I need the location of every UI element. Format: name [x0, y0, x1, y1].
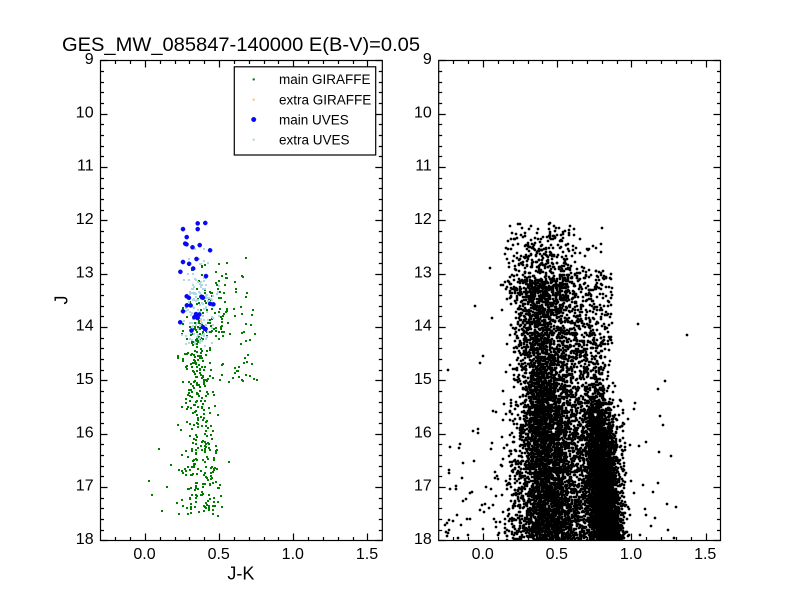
- svg-text:16: 16: [414, 424, 432, 441]
- svg-text:1.0: 1.0: [282, 546, 304, 563]
- svg-text:14: 14: [414, 318, 432, 335]
- svg-text:18: 18: [76, 531, 94, 548]
- svg-text:12: 12: [76, 211, 94, 228]
- svg-text:15: 15: [414, 371, 432, 388]
- svg-text:10: 10: [76, 104, 94, 121]
- svg-text:15: 15: [76, 371, 94, 388]
- svg-text:1.5: 1.5: [356, 546, 378, 563]
- svg-text:J-K: J-K: [227, 563, 254, 583]
- svg-text:9: 9: [85, 51, 94, 68]
- svg-text:18: 18: [414, 531, 432, 548]
- svg-text:0.0: 0.0: [133, 546, 155, 563]
- svg-text:17: 17: [76, 478, 94, 495]
- svg-text:13: 13: [414, 264, 432, 281]
- svg-text:11: 11: [77, 158, 94, 175]
- svg-text:13: 13: [76, 264, 94, 281]
- svg-text:0.0: 0.0: [472, 546, 494, 563]
- svg-text:main GIRAFFE: main GIRAFFE: [279, 72, 371, 87]
- svg-text:J: J: [51, 296, 71, 305]
- svg-text:main UVES: main UVES: [279, 112, 349, 127]
- svg-text:12: 12: [414, 211, 432, 228]
- svg-text:11: 11: [415, 158, 432, 175]
- svg-text:14: 14: [76, 318, 94, 335]
- svg-text:extra UVES: extra UVES: [279, 133, 350, 148]
- svg-text:1.0: 1.0: [620, 546, 642, 563]
- svg-text:GES_MW_085847-140000 E(B-V)=0.: GES_MW_085847-140000 E(B-V)=0.05: [62, 35, 420, 56]
- svg-text:10: 10: [414, 104, 432, 121]
- svg-text:17: 17: [414, 478, 432, 495]
- svg-text:16: 16: [76, 424, 94, 441]
- svg-text:1.5: 1.5: [694, 546, 716, 563]
- svg-text:0.5: 0.5: [208, 546, 230, 563]
- svg-text:9: 9: [423, 51, 432, 68]
- svg-text:0.5: 0.5: [546, 546, 568, 563]
- svg-text:extra GIRAFFE: extra GIRAFFE: [279, 93, 371, 108]
